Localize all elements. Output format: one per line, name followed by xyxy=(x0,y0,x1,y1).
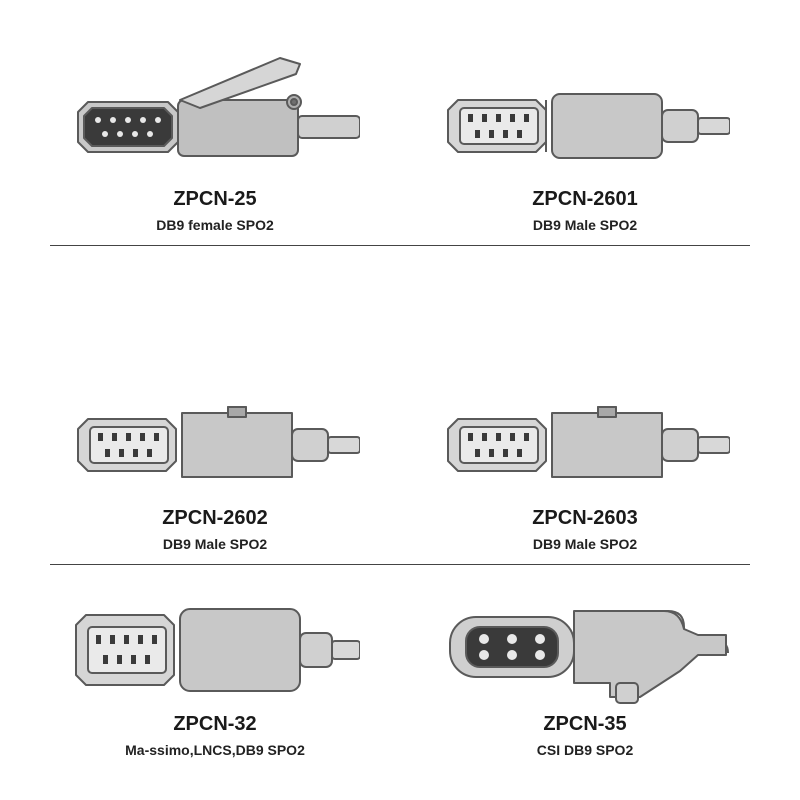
product-cell-zpcn-2601: ZPCN-2601 DB9 Male SPO2 xyxy=(420,40,750,245)
connector-illustration xyxy=(440,575,730,705)
product-cell-zpcn-2602: ZPCN-2602 DB9 Male SPO2 xyxy=(50,359,380,564)
product-title: ZPCN-2603 xyxy=(532,507,638,530)
product-subtitle: DB9 Male SPO2 xyxy=(533,217,637,233)
connector-illustration xyxy=(440,369,730,499)
product-title: ZPCN-25 xyxy=(173,188,256,211)
product-title: ZPCN-2602 xyxy=(162,507,268,530)
product-subtitle: DB9 female SPO2 xyxy=(156,217,274,233)
connector-illustration xyxy=(70,369,360,499)
product-cell-zpcn-32: ZPCN-32 Ma-ssimo,LNCS,DB9 SPO2 xyxy=(50,565,380,770)
product-subtitle: CSI DB9 SPO2 xyxy=(537,742,633,758)
product-title: ZPCN-2601 xyxy=(532,188,638,211)
product-subtitle: DB9 Male SPO2 xyxy=(163,536,267,552)
product-subtitle: DB9 Male SPO2 xyxy=(533,536,637,552)
product-title: ZPCN-32 xyxy=(173,713,256,736)
product-cell-zpcn-25: ZPCN-25 DB9 female SPO2 xyxy=(50,40,380,245)
row-divider xyxy=(50,245,750,246)
connector-illustration xyxy=(440,50,730,180)
product-cell-zpcn-2603: ZPCN-2603 DB9 Male SPO2 xyxy=(420,359,750,564)
product-cell-zpcn-35: ZPCN-35 CSI DB9 SPO2 xyxy=(420,565,750,770)
connector-illustration xyxy=(70,575,360,705)
product-title: ZPCN-35 xyxy=(543,713,626,736)
product-grid: ZPCN-25 DB9 female SPO2 xyxy=(50,40,750,770)
connector-illustration xyxy=(70,50,360,180)
product-subtitle: Ma-ssimo,LNCS,DB9 SPO2 xyxy=(125,742,305,758)
